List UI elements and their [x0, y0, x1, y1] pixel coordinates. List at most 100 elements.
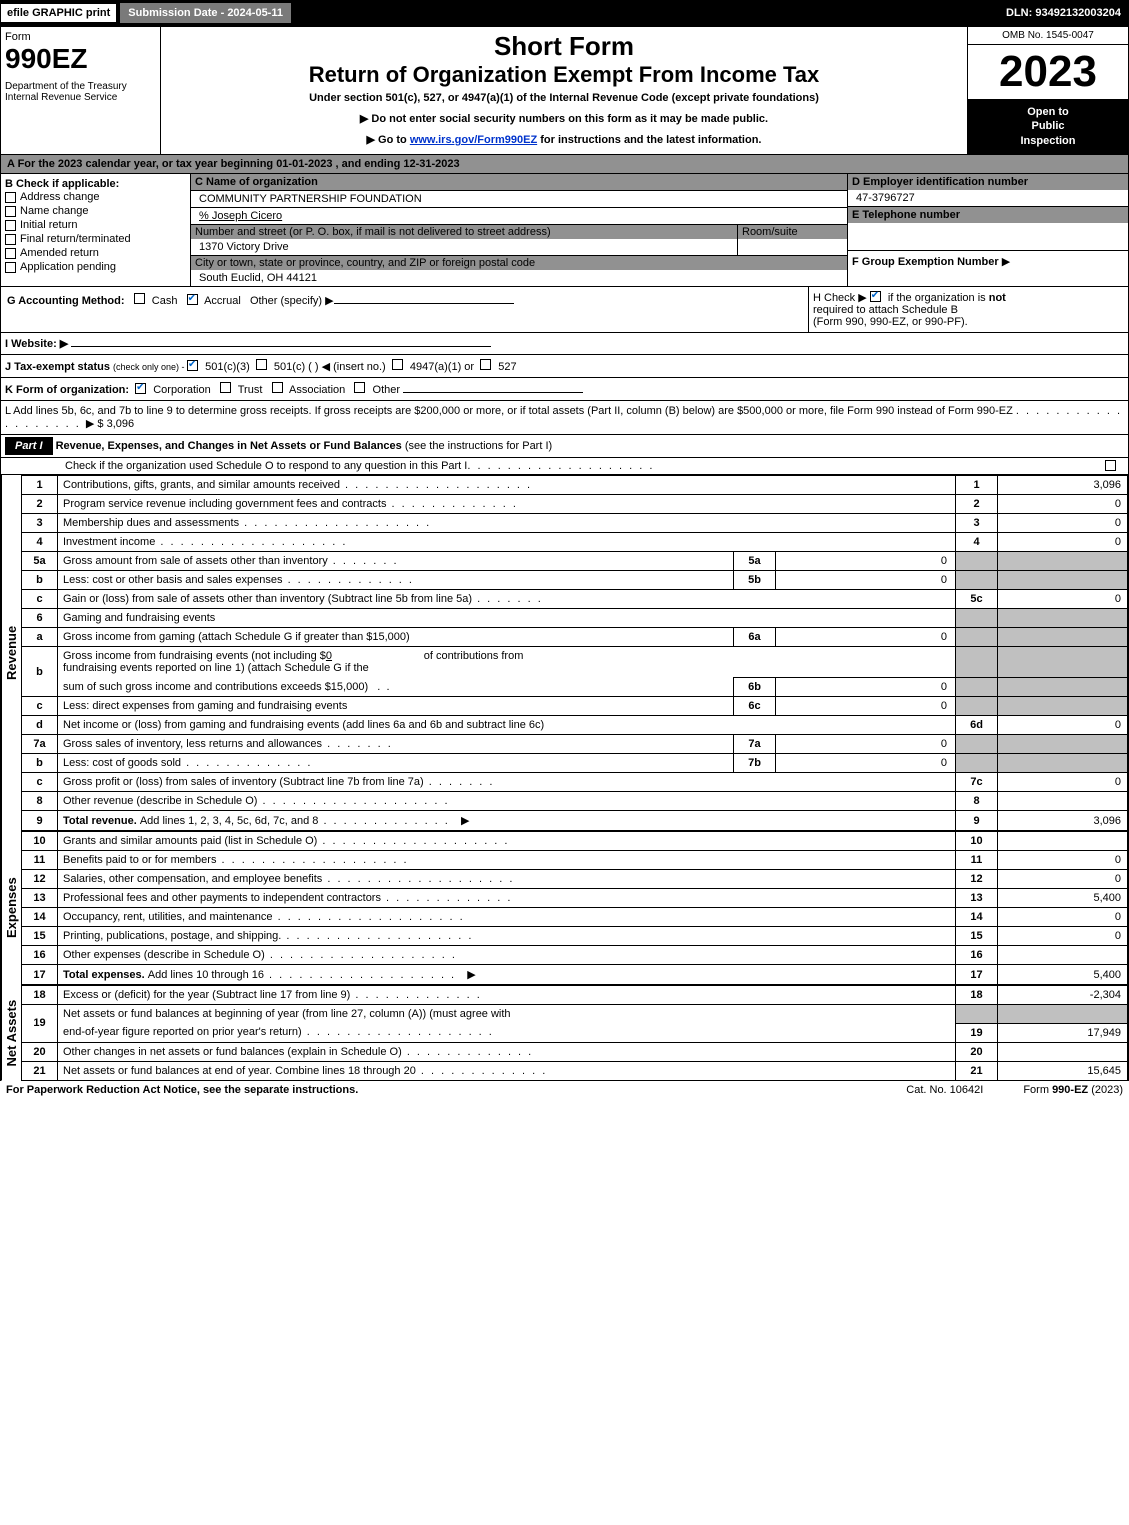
form-number: 990EZ	[5, 43, 156, 75]
footer-left: For Paperwork Reduction Act Notice, see …	[6, 1084, 358, 1096]
section-c: C Name of organization COMMUNITY PARTNER…	[191, 174, 848, 286]
line-8: 8Other revenue (describe in Schedule O)8	[22, 792, 1128, 811]
other-org-input[interactable]	[403, 392, 583, 393]
line-a: A For the 2023 calendar year, or tax yea…	[0, 155, 1129, 174]
section-b-title: B Check if applicable:	[5, 178, 186, 190]
check-schedule-o[interactable]	[1105, 460, 1116, 471]
line-6b: bGross income from fundraising events (n…	[22, 647, 1128, 678]
check-501c[interactable]	[256, 359, 267, 370]
check-address-change[interactable]: Address change	[5, 190, 186, 204]
open-line-3: Inspection	[972, 134, 1124, 148]
revenue-table: 1Contributions, gifts, grants, and simil…	[21, 475, 1128, 831]
street-row: Number and street (or P. O. box, if mail…	[191, 225, 847, 256]
line-g-h: G Accounting Method: Cash Accrual Other …	[0, 287, 1129, 333]
check-cash[interactable]	[134, 293, 145, 304]
line-6a: aGross income from gaming (attach Schedu…	[22, 628, 1128, 647]
dept-line-1: Department of the Treasury	[5, 81, 156, 92]
dept-line-2: Internal Revenue Service	[5, 92, 156, 103]
room-suite	[738, 239, 847, 256]
line-6c: cLess: direct expenses from gaming and f…	[22, 697, 1128, 716]
label-org-name: C Name of organization	[191, 174, 847, 191]
line-5b: bLess: cost or other basis and sales exp…	[22, 571, 1128, 590]
check-527[interactable]	[480, 359, 491, 370]
line-20: 20Other changes in net assets or fund ba…	[22, 1042, 1128, 1061]
check-association[interactable]	[272, 382, 283, 393]
net-assets-vertical-label: Net Assets	[1, 985, 21, 1081]
line-6b-2: sum of such gross income and contributio…	[22, 678, 1128, 697]
line-5a: 5aGross amount from sale of assets other…	[22, 552, 1128, 571]
goto-suffix: for instructions and the latest informat…	[537, 134, 761, 146]
label-street: Number and street (or P. O. box, if mail…	[191, 225, 737, 239]
line-9: 9Total revenue. Add lines 1, 2, 3, 4, 5c…	[22, 811, 1128, 831]
title-short-form: Short Form	[165, 31, 963, 62]
expenses-vertical-label: Expenses	[1, 831, 21, 985]
line-19: 19Net assets or fund balances at beginni…	[22, 1005, 1128, 1024]
goto-prefix: ▶ Go to	[367, 134, 410, 146]
line-13: 13Professional fees and other payments t…	[22, 889, 1128, 908]
section-b: B Check if applicable: Address change Na…	[1, 174, 191, 286]
title-return: Return of Organization Exempt From Incom…	[165, 62, 963, 88]
line-6b-amount: 0	[326, 650, 332, 662]
check-final-return[interactable]: Final return/terminated	[5, 232, 186, 246]
line-18: 18Excess or (deficit) for the year (Subt…	[22, 986, 1128, 1005]
check-trust[interactable]	[220, 382, 231, 393]
line-j: J Tax-exempt status (check only one) - 5…	[0, 355, 1129, 378]
omb-number: OMB No. 1545-0047	[968, 27, 1128, 45]
check-application-pending[interactable]: Application pending	[5, 260, 186, 274]
line-11: 11Benefits paid to or for members110	[22, 851, 1128, 870]
website-input[interactable]	[71, 346, 491, 347]
line-i: I Website: ▶	[0, 333, 1129, 355]
dln-label: DLN: 93492132003204	[998, 3, 1129, 23]
label-ein: D Employer identification number	[848, 174, 1128, 190]
top-bar: efile GRAPHIC print Submission Date - 20…	[0, 0, 1129, 26]
line-4: 4Investment income40	[22, 533, 1128, 552]
check-other-org[interactable]	[354, 382, 365, 393]
open-line-1: Open to	[972, 105, 1124, 119]
net-assets-section: Net Assets 18Excess or (deficit) for the…	[0, 985, 1129, 1081]
line-6d: dNet income or (loss) from gaming and fu…	[22, 716, 1128, 735]
part-1-check-row: Check if the organization used Schedule …	[0, 458, 1129, 475]
line-l-value: 3,096	[107, 418, 135, 430]
line-2: 2Program service revenue including gover…	[22, 495, 1128, 514]
submission-date: Submission Date - 2024-05-11	[119, 2, 292, 24]
label-city: City or town, state or province, country…	[191, 256, 847, 270]
city-state-zip: South Euclid, OH 44121	[191, 270, 847, 286]
check-corporation[interactable]	[135, 383, 146, 394]
check-schedule-b[interactable]	[870, 291, 881, 302]
check-4947[interactable]	[392, 359, 403, 370]
form-word: Form	[5, 31, 156, 43]
check-501c3[interactable]	[187, 360, 198, 371]
check-accrual[interactable]	[187, 294, 198, 305]
line-19-2: end-of-year figure reported on prior yea…	[22, 1023, 1128, 1042]
goto-line: ▶ Go to www.irs.gov/Form990EZ for instru…	[165, 129, 963, 150]
footer-cat-no: Cat. No. 10642I	[906, 1084, 983, 1096]
other-specify-input[interactable]	[334, 303, 514, 304]
org-name: COMMUNITY PARTNERSHIP FOUNDATION	[191, 191, 847, 208]
revenue-vertical-label: Revenue	[1, 475, 21, 831]
part-1-title: Revenue, Expenses, and Changes in Net As…	[56, 440, 405, 452]
care-of: % Joseph Cicero	[191, 208, 847, 225]
revenue-section: Revenue 1Contributions, gifts, grants, a…	[0, 475, 1129, 831]
identity-row: B Check if applicable: Address change Na…	[0, 174, 1129, 287]
line-10: 10Grants and similar amounts paid (list …	[22, 832, 1128, 851]
expenses-section: Expenses 10Grants and similar amounts pa…	[0, 831, 1129, 985]
line-15: 15Printing, publications, postage, and s…	[22, 927, 1128, 946]
line-3: 3Membership dues and assessments30	[22, 514, 1128, 533]
irs-link[interactable]: www.irs.gov/Form990EZ	[410, 134, 537, 146]
check-name-change[interactable]: Name change	[5, 204, 186, 218]
check-amended-return[interactable]: Amended return	[5, 246, 186, 260]
net-assets-table: 18Excess or (deficit) for the year (Subt…	[21, 985, 1128, 1081]
page-footer: For Paperwork Reduction Act Notice, see …	[0, 1081, 1129, 1099]
open-public-box: Open to Public Inspection	[968, 99, 1128, 154]
part-1-label: Part I	[5, 437, 53, 455]
part-1-header: Part I Revenue, Expenses, and Changes in…	[0, 435, 1129, 458]
line-6: 6Gaming and fundraising events	[22, 609, 1128, 628]
group-exemption-arrow: ▶	[1002, 256, 1010, 268]
label-group-exemption: F Group Exemption Number	[852, 256, 999, 268]
label-room: Room/suite	[738, 225, 847, 239]
check-initial-return[interactable]: Initial return	[5, 218, 186, 232]
ssn-warning: ▶ Do not enter social security numbers o…	[165, 108, 963, 129]
footer-form-ref: Form 990-EZ (2023)	[1023, 1084, 1123, 1096]
efile-label[interactable]: efile GRAPHIC print	[0, 3, 117, 23]
line-7b: bLess: cost of goods sold7b0	[22, 754, 1128, 773]
